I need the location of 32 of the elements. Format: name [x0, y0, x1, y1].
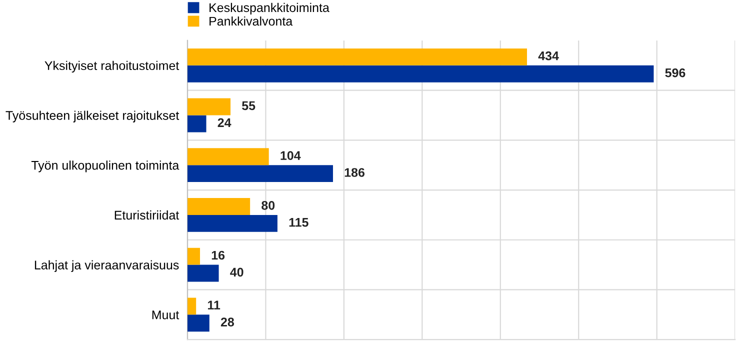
bar [187, 298, 196, 315]
y-tick-label: Eturistiriidat [114, 210, 180, 220]
data-label: 186 [344, 168, 365, 177]
bar [187, 98, 231, 116]
data-label: 11 [208, 300, 220, 310]
y-tick-label: Lahjat ja vieraanvaraisuus [34, 260, 179, 272]
data-label: 40 [230, 268, 244, 277]
y-tick-label: Työn ulkopuolinen toiminta [31, 160, 180, 172]
data-label: 434 [538, 51, 559, 60]
bar [187, 148, 269, 166]
data-label: 16 [212, 250, 225, 260]
bar [187, 48, 527, 66]
data-label: 28 [220, 318, 234, 326]
legend-label: Keskuspankkitoiminta [210, 2, 330, 15]
bar [187, 65, 654, 82]
y-tick-label: Muut [152, 310, 180, 320]
bar [187, 314, 210, 332]
data-label: 596 [665, 68, 686, 78]
bar [187, 115, 206, 132]
legend-label: Pankkivalvonta [210, 16, 293, 26]
y-tick-label: Työsuhteen jälkeiset rajoitukset [6, 110, 180, 122]
data-label: 115 [289, 218, 308, 227]
bar [187, 214, 278, 232]
bar [187, 264, 219, 282]
data-label: 55 [242, 101, 256, 110]
bar [187, 248, 200, 265]
data-label: 104 [280, 151, 301, 160]
data-label: 80 [262, 200, 275, 210]
bar [187, 165, 333, 182]
bar [187, 198, 250, 215]
y-tick-label: Yksityiset rahoitustoimet [44, 60, 180, 73]
data-label: 24 [218, 118, 232, 127]
